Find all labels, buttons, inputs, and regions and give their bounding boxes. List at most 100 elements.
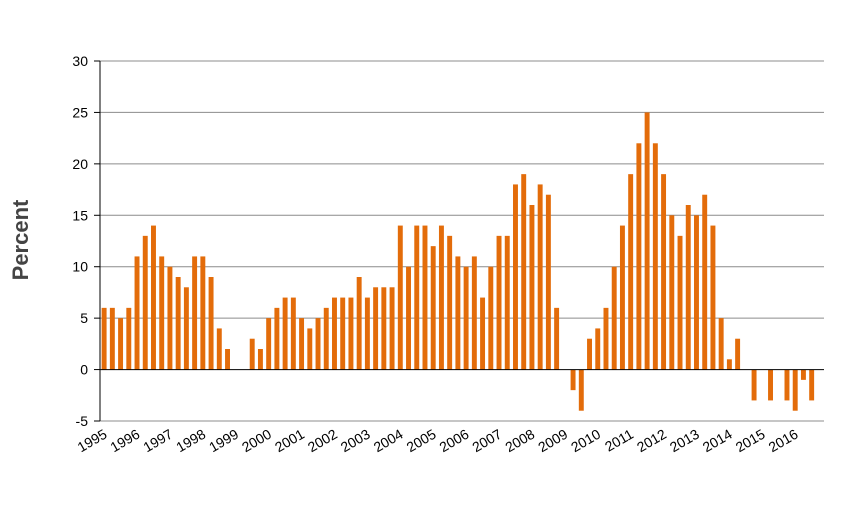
bar xyxy=(694,215,699,370)
bar xyxy=(290,297,296,370)
bar xyxy=(768,369,773,401)
bar xyxy=(274,307,280,370)
x-axis-tick-labels: 1995199619971998199920002001200220032004… xyxy=(75,426,801,456)
bar xyxy=(521,174,527,370)
bar xyxy=(652,143,658,370)
bar xyxy=(587,338,592,370)
y-tick-label: 25 xyxy=(72,104,88,120)
bar xyxy=(644,112,650,370)
y-axis-ticks: -5 0 5 10 15 20 25 30 xyxy=(72,53,88,429)
x-tick-label: 2003 xyxy=(338,426,373,456)
bar xyxy=(381,287,387,370)
x-tick-label: 2016 xyxy=(766,426,801,456)
bar xyxy=(595,328,601,370)
bar xyxy=(332,297,337,370)
x-tick-label: 2007 xyxy=(469,426,504,456)
bar xyxy=(340,297,346,370)
bar xyxy=(373,287,379,370)
bar xyxy=(249,338,255,370)
x-tick-label: 2000 xyxy=(239,426,274,456)
bar xyxy=(554,307,560,370)
bar xyxy=(578,369,584,411)
bar xyxy=(471,256,477,370)
bar xyxy=(447,235,453,370)
bar xyxy=(299,318,305,370)
x-tick-label: 2009 xyxy=(535,426,570,456)
bar xyxy=(800,369,806,380)
bar xyxy=(159,256,165,370)
bar xyxy=(718,318,724,370)
bar xyxy=(109,307,115,370)
bar xyxy=(175,277,181,370)
gridlines xyxy=(94,60,824,422)
bar xyxy=(142,235,148,370)
x-tick-label: 2011 xyxy=(602,426,636,455)
bar xyxy=(101,307,107,370)
bar xyxy=(661,174,667,370)
bar xyxy=(792,369,798,411)
bar xyxy=(677,235,683,370)
bar xyxy=(216,328,222,370)
x-tick-label: 2006 xyxy=(437,426,472,456)
y-tick-label: 10 xyxy=(72,259,88,275)
x-tick-label: 1995 xyxy=(75,426,110,456)
bar xyxy=(151,225,156,370)
bar xyxy=(422,225,428,370)
bar xyxy=(323,307,329,370)
bar xyxy=(611,266,617,370)
x-tick-label: 2012 xyxy=(634,426,669,456)
bar xyxy=(488,266,494,370)
bar xyxy=(545,194,551,370)
bar xyxy=(364,297,370,370)
bar xyxy=(225,349,230,370)
bar xyxy=(430,246,436,370)
bar xyxy=(628,174,634,370)
bar xyxy=(669,215,675,370)
y-tick-label: 20 xyxy=(72,156,88,172)
bar xyxy=(126,307,132,370)
x-tick-label: 2001 xyxy=(272,426,307,456)
bars xyxy=(101,112,815,411)
bar xyxy=(192,256,198,370)
bar xyxy=(603,307,609,370)
y-tick-label: 5 xyxy=(80,310,88,326)
bar xyxy=(414,225,420,370)
bar xyxy=(257,349,263,370)
bar xyxy=(389,287,395,370)
x-tick-label: 1998 xyxy=(173,426,208,456)
y-tick-label: 30 xyxy=(72,53,88,69)
bar xyxy=(513,184,518,370)
y-tick-label: 15 xyxy=(72,207,88,223)
bar xyxy=(570,369,576,391)
x-tick-label: 2015 xyxy=(733,426,768,456)
x-tick-label: 2013 xyxy=(667,426,702,456)
bar xyxy=(619,225,625,370)
x-tick-label: 1997 xyxy=(140,426,175,456)
bar xyxy=(735,338,741,370)
x-tick-label: 2005 xyxy=(404,426,439,456)
x-tick-label: 2008 xyxy=(502,426,537,456)
x-tick-label: 2002 xyxy=(305,426,340,456)
bar xyxy=(134,256,140,370)
bar xyxy=(200,256,206,370)
bar xyxy=(397,225,403,370)
bar xyxy=(480,297,486,370)
bar xyxy=(208,277,214,370)
bar xyxy=(118,318,124,370)
bar xyxy=(751,369,757,401)
bar xyxy=(463,266,469,370)
bar xyxy=(455,256,461,370)
bar xyxy=(504,235,510,370)
bar xyxy=(702,194,708,370)
bar xyxy=(438,225,444,370)
bar xyxy=(406,266,411,370)
y-axis-label: Percent xyxy=(8,199,33,280)
bar xyxy=(348,297,354,370)
bar xyxy=(529,205,535,370)
bar xyxy=(307,328,313,370)
x-tick-label: 2014 xyxy=(700,426,735,456)
bar xyxy=(726,359,732,370)
bar xyxy=(266,318,272,370)
bar xyxy=(784,369,790,401)
